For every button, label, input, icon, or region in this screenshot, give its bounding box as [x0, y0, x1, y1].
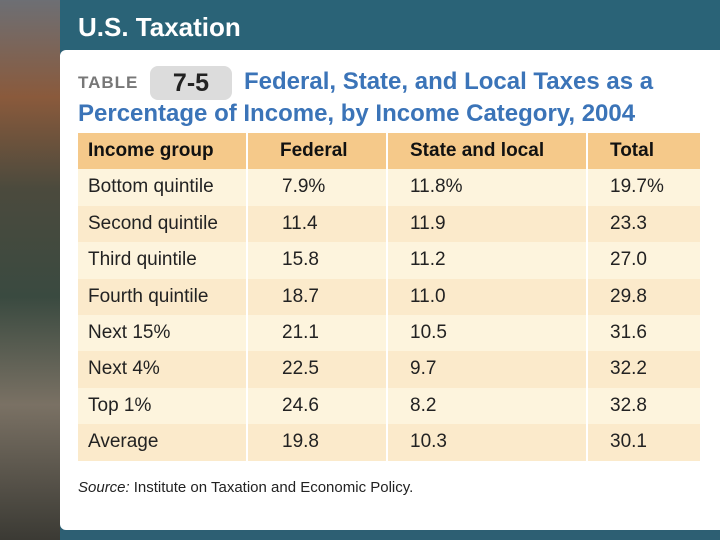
table: Income group Federal State and local Total B…	[78, 133, 700, 461]
table-cell: 21.1	[248, 314, 388, 352]
table-cell: Second quintile	[78, 205, 248, 243]
table-cell: Average	[78, 424, 248, 461]
table-cell: 9.7	[388, 351, 588, 388]
table-row: Top 1% 24.6 8.2 32.8	[78, 387, 700, 425]
table-cell: 10.3	[388, 424, 588, 461]
table-cell: 15.8	[248, 242, 388, 279]
column-header: Federal	[248, 133, 388, 170]
table-cell: 24.6	[248, 387, 388, 425]
column-header: Total	[588, 133, 700, 170]
table-cell: 8.2	[388, 387, 588, 425]
table-label: TABLE	[78, 73, 139, 92]
table-row: Third quintile 15.8 11.2 27.0	[78, 242, 700, 279]
table-cell: Fourth quintile	[78, 278, 248, 315]
table-cell: 11.9	[388, 205, 588, 243]
table-cell: 27.0	[588, 242, 700, 279]
slide-title: U.S. Taxation	[78, 12, 241, 42]
source-note: Source: Institute on Taxation and Economi…	[78, 479, 413, 496]
table-row: Average 19.8 10.3 30.1	[78, 424, 700, 461]
table-row: Second quintile 11.4 11.9 23.3	[78, 205, 700, 243]
table-cell: 11.0	[388, 278, 588, 315]
table-cell: 18.7	[248, 278, 388, 315]
table-cell: Next 15%	[78, 314, 248, 352]
table-row: Bottom quintile 7.9% 11.8% 19.7%	[78, 169, 700, 206]
table-cell: 19.8	[248, 424, 388, 461]
source-text: Institute on Taxation and Economic Polic…	[133, 479, 414, 496]
table-number: 7-5	[150, 66, 232, 100]
table-title: Federal, State, and Local Taxes as a Per…	[78, 68, 654, 127]
table-cell: 10.5	[388, 314, 588, 352]
column-header: Income group	[78, 133, 248, 170]
table-row: Fourth quintile 18.7 11.0 29.8	[78, 278, 700, 315]
table-cell: Bottom quintile	[78, 169, 248, 206]
table-cell: 11.8%	[388, 169, 588, 206]
header-bar	[60, 0, 720, 50]
table-cell: 23.3	[588, 205, 700, 243]
table-cell: 30.1	[588, 424, 700, 461]
table-cell: Third quintile	[78, 242, 248, 279]
table-cell: 11.4	[248, 205, 388, 243]
table-cell: Top 1%	[78, 387, 248, 425]
table-cell: 11.2	[388, 242, 588, 279]
column-header: State and local	[388, 133, 588, 170]
table-cell: 32.2	[588, 351, 700, 388]
table-cell: 29.8	[588, 278, 700, 315]
table-row: Next 4% 22.5 9.7 32.2	[78, 351, 700, 388]
table-cell: Next 4%	[78, 351, 248, 388]
table-row: Next 15% 21.1 10.5 31.6	[78, 314, 700, 352]
table-cell: 19.7%	[588, 169, 700, 206]
source-label: Source:	[78, 479, 130, 496]
photo-strip	[0, 0, 60, 540]
table-cell: 7.9%	[248, 169, 388, 206]
table-row: Income group Federal State and local Total	[78, 133, 700, 170]
table-cell: 31.6	[588, 314, 700, 352]
table-cell: 32.8	[588, 387, 700, 425]
table-cell: 22.5	[248, 351, 388, 388]
